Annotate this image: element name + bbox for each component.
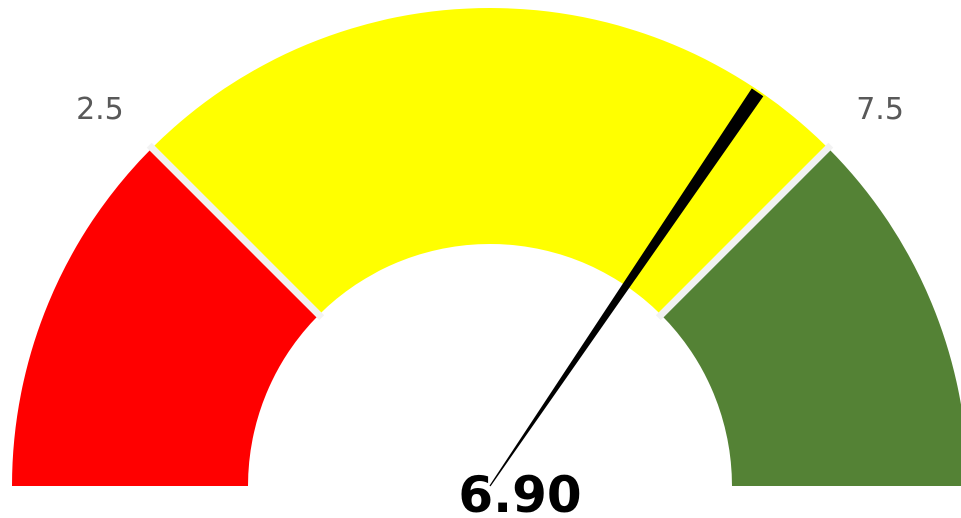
band-separators bbox=[146, 142, 834, 321]
band-separator-2 bbox=[655, 142, 834, 321]
gauge-band-3 bbox=[661, 148, 961, 486]
tick-label-2-5: 2.5 bbox=[76, 92, 124, 127]
gauge-bands bbox=[12, 8, 961, 486]
gauge-needle bbox=[489, 88, 764, 487]
gauge-value-label: 6.90 bbox=[458, 466, 581, 518]
band-separator-1 bbox=[146, 142, 325, 321]
gauge-band-1 bbox=[12, 148, 319, 486]
tick-label-7-5: 7.5 bbox=[856, 92, 904, 127]
